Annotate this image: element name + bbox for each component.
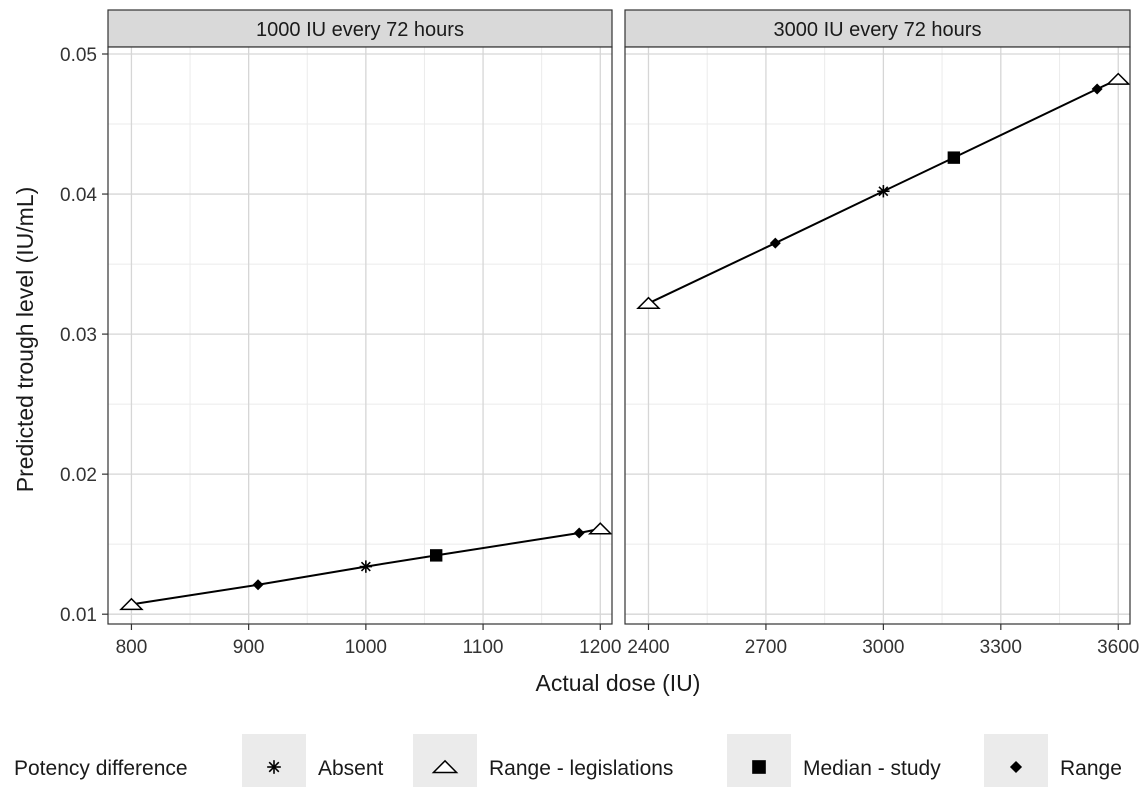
- panel-background: [625, 47, 1130, 624]
- legend-label: Median - study: [803, 757, 941, 780]
- facet-panel-2: 3000 IU every 72 hours 2400 2700 3000 3300 36…: [624, 9, 1139, 658]
- x-tick-label: 3300: [980, 637, 1022, 658]
- legend: Potency difference Absent Range - legislat…: [14, 734, 1122, 787]
- legend-marker-asterisk: [267, 760, 281, 774]
- data-point-filled-square: [947, 151, 961, 164]
- facet-panel-1: 1000 IU every 72 hours 800 900 1000 1100 1200: [107, 9, 621, 658]
- x-tick-label: 2700: [745, 637, 787, 658]
- legend-marker-filled-square: [752, 760, 766, 774]
- x-axis-title: Actual dose (IU): [536, 670, 701, 696]
- data-point-open-triangle: [119, 597, 144, 611]
- data-point-filled-diamond: [573, 527, 585, 539]
- x-tick-label: 800: [116, 637, 148, 658]
- data-point-open-triangle: [636, 296, 661, 309]
- legend-label: Range - legislations: [489, 757, 673, 780]
- data-point-filled-square: [429, 549, 443, 562]
- x-tick-label: 1200: [579, 637, 621, 658]
- x-tick-label: 2400: [627, 637, 669, 658]
- data-point-asterisk: [359, 560, 373, 573]
- data-point-filled-diamond: [1091, 83, 1103, 95]
- panel-background: [108, 47, 612, 624]
- legend-marker-filled-diamond: [1009, 760, 1023, 774]
- legend-entry: Range - legislations: [413, 734, 673, 787]
- y-tick-label: 0.01: [60, 605, 97, 626]
- facet-strip-title: 3000 IU every 72 hours: [774, 19, 982, 41]
- panel-border: [624, 46, 1131, 625]
- facet-strip: [107, 9, 613, 48]
- legend-marker-open-triangle: [431, 759, 459, 774]
- legend-label: Absent: [318, 757, 384, 780]
- data-point-open-triangle: [587, 522, 613, 535]
- legend-entry: Absent: [242, 734, 384, 787]
- data-point-asterisk: [877, 185, 890, 198]
- x-tick-label: 1100: [463, 637, 504, 658]
- x-tick-label: 1000: [345, 637, 387, 658]
- facet-strip: [624, 9, 1131, 48]
- y-tick-label: 0.04: [60, 185, 97, 206]
- x-tick-label: 900: [233, 637, 265, 658]
- y-axis-title: Predicted trough level (IU/mL): [12, 187, 38, 493]
- data-point-filled-diamond: [769, 237, 781, 249]
- facet-strip-title: 1000 IU every 72 hours: [256, 19, 464, 41]
- legend-label: Range: [1060, 757, 1122, 780]
- y-tick-label: 0.05: [60, 45, 97, 66]
- x-tick-label: 3000: [862, 637, 904, 658]
- legend-entry: Range: [984, 734, 1122, 787]
- data-point-open-triangle: [1105, 72, 1131, 85]
- legend-title: Potency difference: [14, 757, 188, 780]
- y-tick-label: 0.02: [60, 465, 97, 486]
- y-tick-label: 0.03: [60, 325, 97, 346]
- legend-key: [984, 734, 1048, 787]
- x-tick-label: 3600: [1097, 637, 1139, 658]
- data-point-filled-diamond: [252, 579, 264, 591]
- legend-entry: Median - study: [727, 734, 941, 787]
- panel-border: [107, 46, 613, 625]
